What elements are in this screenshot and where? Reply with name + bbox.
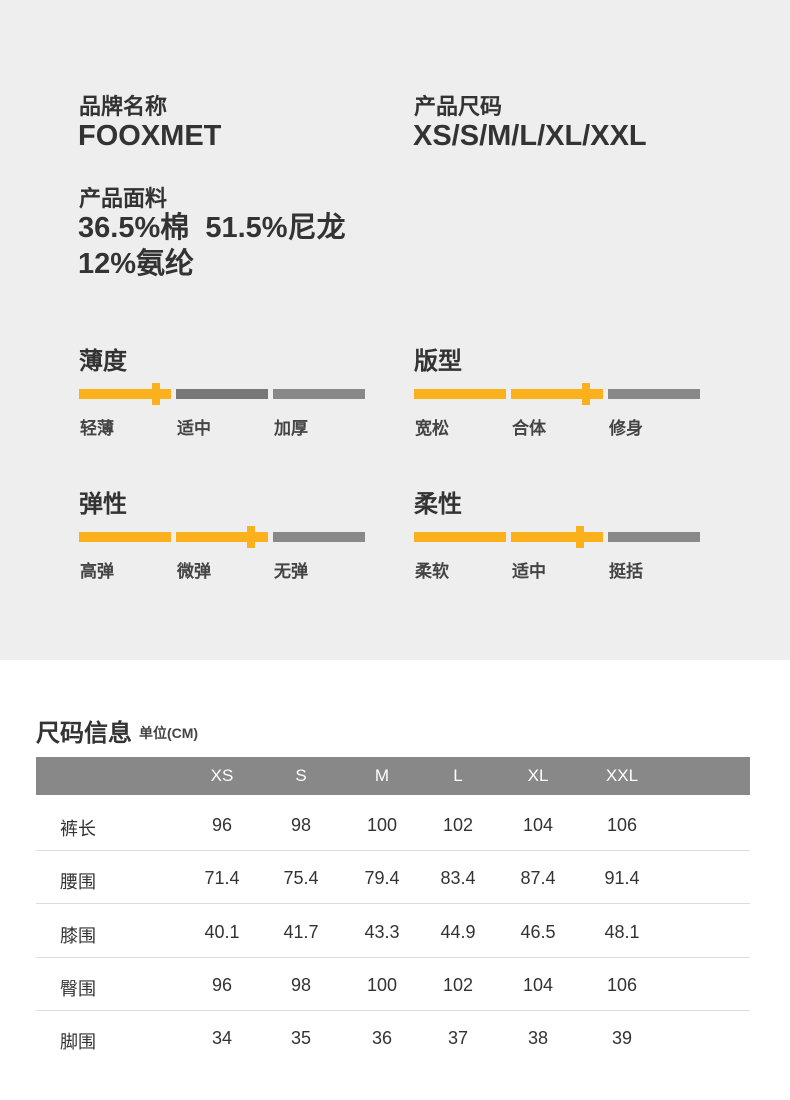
table-cell: 34 — [211, 1028, 233, 1049]
table-cell: 104 — [522, 974, 554, 995]
scale-segment — [511, 389, 603, 399]
table-row: 膝围 40.1 41.7 43.3 44.9 46.5 48.1 — [36, 905, 750, 958]
table-cell: 100 — [366, 974, 398, 995]
table-cell: 39 — [611, 1028, 633, 1049]
table-cell: 98 — [290, 974, 312, 995]
scale-marker — [152, 383, 161, 405]
brand-value: FOOXMET — [78, 120, 222, 152]
size-value: XS/S/M/L/XL/XXL — [413, 120, 647, 152]
table-cell: 79.4 — [364, 868, 400, 889]
table-cell: 91.4 — [604, 868, 640, 889]
table-cell: 106 — [606, 974, 638, 995]
scale-segment — [273, 532, 365, 542]
scale-segment — [608, 389, 700, 399]
scale-segment — [608, 532, 700, 542]
scale-bar: 轻薄 适中 加厚 — [79, 383, 365, 459]
scale-bar: 高弹 微弹 无弹 — [79, 526, 365, 602]
table-row: 腰围 71.4 75.4 79.4 83.4 87.4 91.4 — [36, 851, 750, 905]
scale-label: 修身 — [609, 419, 643, 438]
row-label: 膝围 — [60, 925, 96, 946]
scale-label: 无弹 — [274, 562, 308, 581]
scale-label: 加厚 — [274, 419, 308, 438]
table-cell: 75.4 — [283, 868, 319, 889]
scale-segment — [79, 532, 171, 542]
fabric-line-2: 12%氨纶 — [78, 248, 195, 280]
scale-title: 柔性 — [414, 491, 462, 518]
scale-label: 适中 — [512, 562, 546, 581]
row-label: 腰围 — [60, 872, 96, 893]
size-table-header: XS S M L XL XXL — [36, 757, 750, 795]
scale-bar: 宽松 合体 修身 — [414, 383, 700, 459]
scale-bar: 柔软 适中 挺括 — [414, 526, 700, 602]
column-header-l: L — [453, 766, 463, 785]
table-cell: 100 — [366, 815, 398, 835]
table-cell: 38 — [527, 1028, 549, 1049]
table-cell: 102 — [442, 815, 474, 835]
table-cell: 96 — [211, 974, 233, 995]
table-cell: 43.3 — [364, 921, 400, 942]
table-cell: 41.7 — [283, 921, 319, 942]
scale-title: 弹性 — [79, 491, 127, 518]
column-header-xs: XS — [210, 766, 234, 785]
table-cell: 96 — [211, 815, 233, 835]
table-cell: 104 — [522, 815, 554, 835]
table-cell: 36 — [371, 1028, 393, 1049]
scale-segment — [414, 532, 506, 542]
scale-segment — [79, 389, 171, 399]
table-cell: 83.4 — [440, 868, 476, 889]
scale-title: 薄度 — [79, 348, 127, 375]
size-table-title: 尺码信息 — [36, 720, 132, 747]
table-cell: 87.4 — [520, 868, 556, 889]
scale-marker — [575, 526, 584, 548]
column-header-xxl: XXL — [605, 766, 639, 785]
row-label: 臀围 — [60, 978, 96, 999]
table-cell: 106 — [606, 815, 638, 835]
row-label: 脚围 — [60, 1032, 96, 1053]
table-cell: 48.1 — [604, 921, 640, 942]
scale-label: 适中 — [177, 419, 211, 438]
scale-label: 宽松 — [415, 419, 449, 438]
scale-label: 高弹 — [80, 562, 114, 581]
scale-label: 挺括 — [609, 562, 643, 581]
scale-title: 版型 — [414, 348, 462, 375]
table-row: 脚围 34 35 36 37 38 39 — [36, 1011, 750, 1064]
scale-marker — [246, 526, 255, 548]
table-cell: 44.9 — [440, 921, 476, 942]
table-cell: 98 — [290, 815, 312, 835]
brand-label: 品牌名称 — [79, 94, 168, 119]
table-row: 裤长 96 98 100 102 104 106 — [36, 798, 750, 851]
column-header-s: S — [295, 766, 307, 785]
scale-segment — [414, 389, 506, 399]
scale-segment — [273, 389, 365, 399]
size-label: 产品尺码 — [414, 94, 503, 119]
column-header-xl: XL — [527, 766, 549, 785]
product-attributes-panel: 品牌名称 FOOXMET 产品尺码 XS/S/M/L/XL/XXL 产品面料 3… — [0, 0, 790, 660]
table-cell: 37 — [447, 1028, 469, 1049]
fabric-line-1: 36.5%棉 51.5%尼龙 — [78, 212, 346, 244]
size-table-unit: 单位(CM) — [139, 725, 199, 741]
fabric-label: 产品面料 — [79, 186, 168, 211]
table-cell: 102 — [442, 974, 474, 995]
table-cell: 35 — [290, 1028, 312, 1049]
scale-segment — [176, 389, 268, 399]
scale-label: 柔软 — [415, 562, 449, 581]
table-cell: 40.1 — [204, 921, 240, 942]
scale-segment — [511, 532, 603, 542]
scale-segment — [176, 532, 268, 542]
scale-label: 微弹 — [177, 562, 211, 581]
table-cell: 71.4 — [204, 868, 240, 889]
scale-label: 轻薄 — [80, 419, 114, 438]
column-header-m: M — [374, 766, 390, 785]
table-row: 臀围 96 98 100 102 104 106 — [36, 958, 750, 1011]
table-cell: 46.5 — [520, 921, 556, 942]
row-label: 裤长 — [60, 819, 96, 839]
scale-label: 合体 — [512, 419, 546, 438]
scale-marker — [581, 383, 590, 405]
